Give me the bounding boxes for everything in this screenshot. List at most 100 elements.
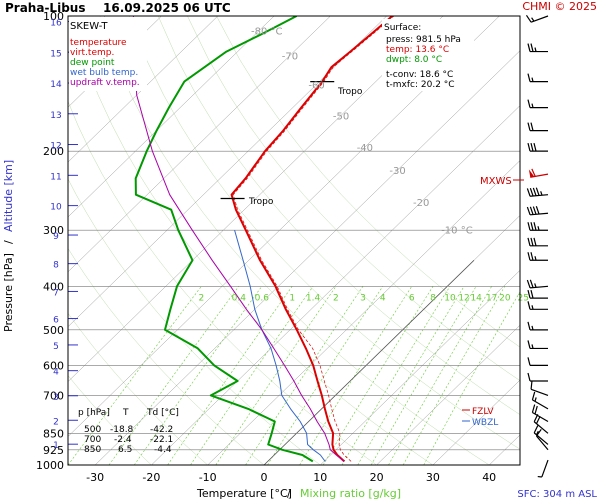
zero-isotherm-line (263, 260, 475, 465)
x-axis-title-temperature: Temperature [°C] (196, 487, 292, 500)
surface-tconv: t-conv: 18.6 °C (386, 70, 453, 80)
wind-barb-full (534, 405, 538, 415)
wind-barb-half (537, 226, 540, 231)
pressure-tick-label: 400 (43, 280, 64, 293)
wind-barb-full (527, 372, 531, 382)
wind-barb-full (531, 168, 536, 177)
plot-frame (67, 15, 521, 466)
wind-barb-full (527, 43, 531, 52)
wind-barb-staff (541, 459, 549, 478)
isotherm-line (376, 324, 520, 465)
mixing-ratio-label: 0.6 (255, 293, 270, 303)
isotherm-line (94, 50, 520, 465)
mixing-ratio-line (267, 286, 384, 465)
mxws-label: MXWS (480, 176, 512, 187)
legend-updraft: updraft v.temp. (70, 78, 140, 88)
isotherm-label: -10 °C (441, 225, 473, 236)
surface-press: press: 981.5 hPa (386, 35, 461, 45)
wind-barb-full (530, 237, 534, 246)
wind-barb-full (527, 99, 531, 108)
mixing-ratio-line (357, 286, 465, 465)
level-table-cell: -42.2 (150, 425, 173, 435)
wind-barb-full (530, 290, 534, 299)
wind-barb-half (540, 191, 543, 196)
isotherm-line (207, 160, 520, 465)
level-table-header-p: p [hPa] (78, 408, 110, 418)
mixing-ratio-label: 25 (517, 293, 528, 303)
pressure-tick-label: 500 (43, 324, 64, 337)
legend-background (69, 17, 147, 91)
wind-barb (527, 143, 548, 152)
wind-barb-full (527, 301, 531, 310)
isotherm-lines (68, 16, 520, 465)
dry-adiabat (216, 16, 520, 348)
altitude-tick-label: 14 (50, 80, 62, 90)
altitude-tick-label: 4 (53, 368, 59, 378)
altitude-tick-label: 16 (50, 19, 62, 29)
tropopause-label-lower: Tropo (248, 197, 274, 207)
temperature-tick-label: -10 (199, 471, 217, 484)
level-table-cell: 6.5 (118, 445, 132, 455)
wind-barb-half (535, 430, 539, 436)
isotherm-line (432, 379, 520, 465)
wind-barb-full (532, 187, 537, 196)
wind-barb (527, 290, 548, 299)
wind-barb-full (533, 143, 537, 152)
wind-barb (526, 206, 549, 216)
wind-barb-full (535, 187, 540, 196)
wind-barb-full (532, 206, 537, 215)
sounding-datetime: 16.09.2025 06 UTC (103, 1, 231, 15)
series-dew-point (134, 16, 314, 463)
altitude-tick-label: 9 (53, 232, 59, 242)
wind-barb-full (530, 252, 534, 261)
wind-barb (531, 391, 549, 410)
credit: CHMI © 2025 (522, 0, 597, 13)
wind-barb-full (526, 279, 531, 289)
wind-barb-half (531, 77, 534, 82)
series-virtual-temperature (232, 16, 395, 462)
wind-barb-full (535, 428, 542, 437)
wind-barb (527, 237, 548, 247)
mixing-ratio-label: 1 (289, 293, 295, 303)
wind-barb-full (530, 43, 534, 52)
wind-barb-full (527, 290, 531, 299)
wind-barb (527, 73, 548, 83)
temperature-tick-label: -30 (86, 471, 104, 484)
wind-barb (527, 321, 548, 331)
level-table-cell: -22.1 (150, 435, 173, 445)
wind-barb (527, 372, 548, 382)
pressure-tick-label: 600 (43, 359, 64, 372)
temperature-tick-label: -20 (142, 471, 160, 484)
wind-barb-half (534, 256, 537, 261)
wind-barb-full (533, 237, 537, 246)
mixing-ratio-label: 1.4 (306, 293, 321, 303)
sfc-altitude-label: SFC: 304 m ASL (517, 489, 597, 500)
wind-barb (533, 414, 549, 434)
isobar-lines (68, 150, 520, 451)
surface-dwpt: dwpt: 8.0 °C (386, 55, 442, 65)
wind-barb-full (527, 321, 531, 330)
profile-series (132, 16, 395, 463)
mixing-ratio-label: 2 (333, 293, 339, 303)
wind-barb-staff (530, 388, 549, 397)
level-table-header-td: Td [°C] (146, 408, 179, 418)
wind-barb (525, 14, 549, 23)
mixing-ratio-label: 2 (199, 293, 205, 303)
wind-barb-full (527, 357, 531, 366)
mixing-ratio-line (402, 286, 506, 465)
mixing-ratio-line (215, 286, 337, 465)
wind-barb (527, 43, 548, 53)
isotherm-line (68, 16, 275, 218)
level-table-cell: 700 (84, 435, 101, 445)
legend-temperature: temperature (70, 38, 127, 48)
wind-barb (526, 187, 549, 197)
wind-barb-half (534, 47, 537, 52)
surface-title: Surface: (384, 23, 421, 33)
mixing-ratio-label: 20 (499, 293, 511, 303)
altitude-tick-label: 2 (53, 417, 59, 427)
wbzl-label: WBZL (472, 418, 498, 428)
mixing-ratio-line (341, 286, 451, 465)
wind-barb-full (527, 340, 531, 349)
wind-barb-half (531, 344, 534, 349)
